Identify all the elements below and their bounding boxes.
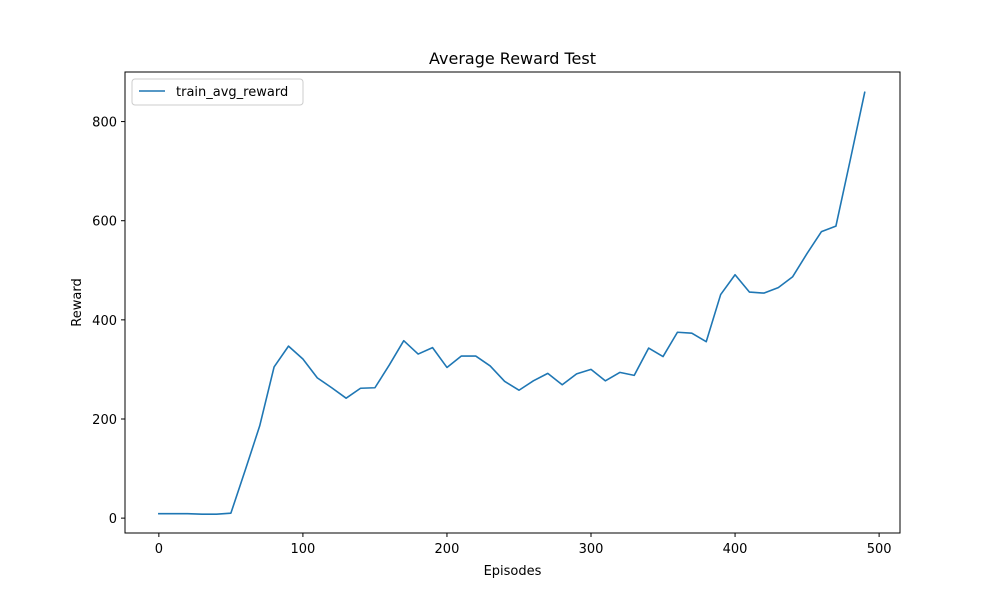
series-line-train-avg-reward xyxy=(158,91,866,515)
y-axis-ticks: 0 200 400 600 800 xyxy=(92,116,125,527)
plot-area xyxy=(158,91,866,515)
x-tick-label: 200 xyxy=(435,542,460,557)
legend: train_avg_reward xyxy=(131,78,304,106)
y-axis-label: Reward xyxy=(70,278,85,326)
y-tick-label: 800 xyxy=(92,116,117,131)
legend-box xyxy=(131,78,304,106)
x-tick-label: 300 xyxy=(579,542,604,557)
legend-entry-train-avg-reward: train_avg_reward xyxy=(176,85,288,100)
x-tick-label: 500 xyxy=(867,542,892,557)
chart-title: Average Reward Test xyxy=(429,49,596,68)
y-tick-label: 400 xyxy=(92,314,117,329)
x-tick-label: 100 xyxy=(290,542,315,557)
y-tick-label: 600 xyxy=(92,215,117,230)
y-tick-label: 200 xyxy=(92,413,117,428)
x-axis-label: Episodes xyxy=(484,564,542,579)
x-axis-ticks: 0 100 200 300 400 500 xyxy=(155,533,892,557)
axes-frame xyxy=(124,71,901,534)
x-tick-label: 400 xyxy=(723,542,748,557)
x-tick-label: 0 xyxy=(155,542,163,557)
y-tick-label: 0 xyxy=(109,512,117,527)
